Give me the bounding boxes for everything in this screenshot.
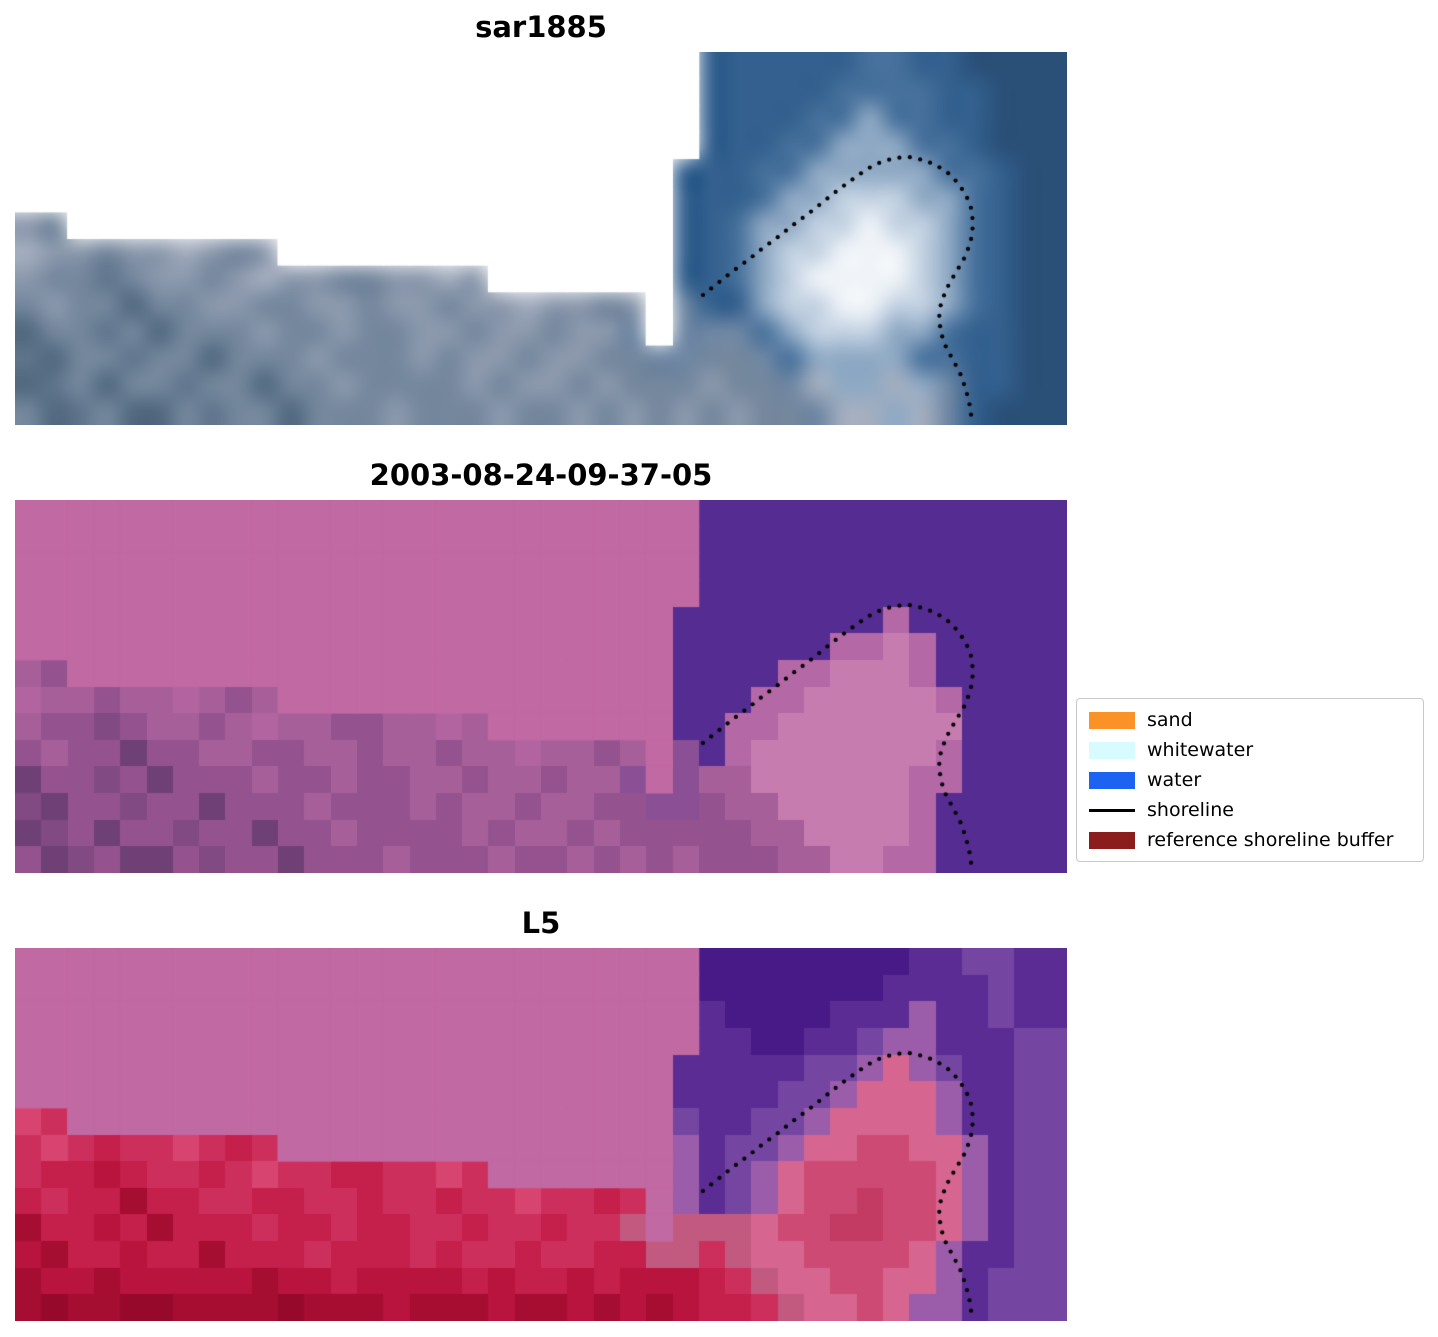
legend-label: shoreline bbox=[1147, 799, 1234, 821]
legend-swatch-water bbox=[1089, 771, 1135, 789]
legend-label: whitewater bbox=[1147, 739, 1254, 761]
legend: sand whitewater water shoreline reference sh… bbox=[1076, 698, 1424, 862]
panel-image-sar1885 bbox=[15, 52, 1067, 425]
panel-title-l5: L5 bbox=[521, 906, 561, 940]
legend-swatch-sand bbox=[1089, 711, 1135, 729]
legend-label: water bbox=[1147, 769, 1202, 791]
legend-label: sand bbox=[1147, 709, 1193, 731]
panel-image-l5 bbox=[15, 948, 1067, 1321]
legend-swatch-shoreline bbox=[1089, 808, 1135, 812]
legend-label: reference shoreline buffer bbox=[1147, 829, 1394, 851]
panel-title-sar1885: sar1885 bbox=[475, 10, 607, 44]
legend-entry: shoreline bbox=[1089, 799, 1411, 821]
panel-image-classified-date bbox=[15, 500, 1067, 873]
legend-entry: sand bbox=[1089, 709, 1411, 731]
legend-entry: whitewater bbox=[1089, 739, 1411, 761]
panel-title-date: 2003-08-24-09-37-05 bbox=[369, 458, 713, 492]
legend-swatch-reference-shoreline-buffer bbox=[1089, 831, 1135, 849]
legend-entry: water bbox=[1089, 769, 1411, 791]
legend-entry: reference shoreline buffer bbox=[1089, 829, 1411, 851]
legend-swatch-whitewater bbox=[1089, 741, 1135, 759]
